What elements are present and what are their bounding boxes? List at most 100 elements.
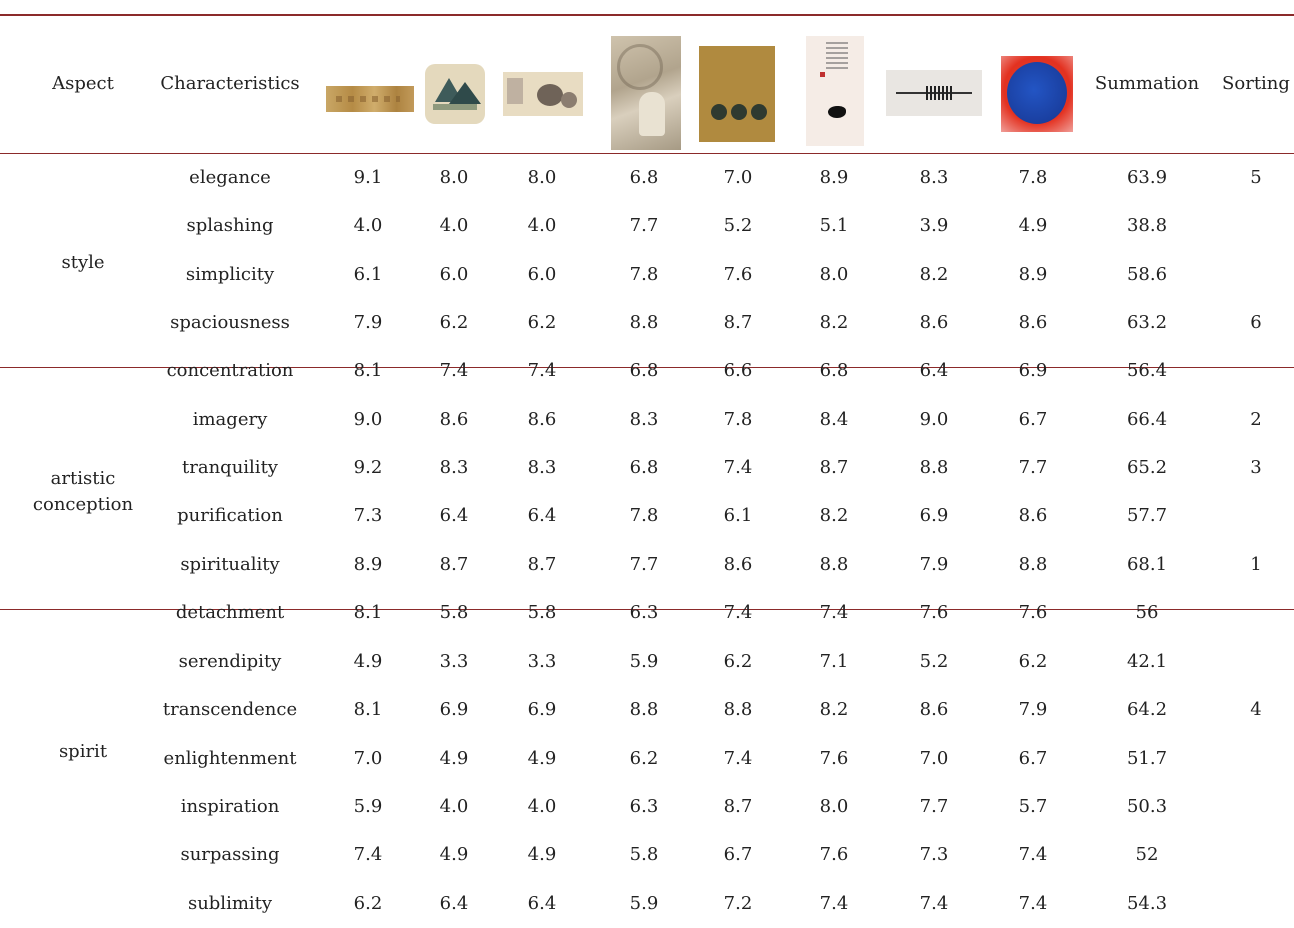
- characteristic-label: inspiration: [180, 796, 280, 818]
- score-cell: 7.7: [919, 796, 949, 818]
- score-cell: 7.4: [353, 844, 383, 866]
- sorting-cell: [1218, 589, 1294, 637]
- score-cell: 8.9: [1018, 263, 1048, 285]
- score-cell: 5.8: [629, 844, 659, 866]
- header-characteristics: Characteristics: [160, 72, 300, 94]
- score-cell: 6.2: [439, 312, 469, 334]
- score-cell: 8.7: [527, 553, 557, 575]
- score-cell: 8.6: [1018, 312, 1048, 334]
- score-cell: 3.9: [919, 215, 949, 237]
- score-cell: 7.1: [819, 651, 849, 673]
- score-cell: 8.8: [629, 699, 659, 721]
- score-cell: 8.2: [819, 699, 849, 721]
- score-cell: 7.9: [1018, 699, 1048, 721]
- score-cell: 7.6: [919, 601, 949, 623]
- score-cell: 6.2: [1018, 651, 1048, 673]
- header-rule: [0, 153, 1294, 154]
- characteristic-label: elegance: [189, 167, 271, 189]
- score-cell: 7.7: [1018, 456, 1048, 478]
- score-cell: 4.0: [527, 796, 557, 818]
- landscape-scroll-thumbnail: [326, 86, 414, 112]
- group-artistic-conception: artistic conception: [32, 468, 134, 515]
- summation-cell: 63.2: [1126, 312, 1168, 334]
- score-cell: 8.8: [723, 699, 753, 721]
- score-cell: 3.3: [439, 651, 469, 673]
- score-cell: 5.7: [1018, 796, 1048, 818]
- characteristic-label: transcendence: [162, 699, 298, 721]
- score-cell: 7.8: [629, 263, 659, 285]
- score-cell: 8.0: [819, 263, 849, 285]
- score-cell: 8.3: [527, 456, 557, 478]
- score-cell: 6.7: [1018, 747, 1048, 769]
- score-cell: 4.9: [527, 844, 557, 866]
- summation-cell: 54.3: [1126, 892, 1168, 914]
- summation-cell: 38.8: [1126, 215, 1168, 237]
- score-cell: 6.2: [527, 312, 557, 334]
- score-cell: 8.9: [819, 167, 849, 189]
- score-cell: 8.6: [919, 699, 949, 721]
- score-cell: 8.7: [723, 796, 753, 818]
- characteristic-label: purification: [177, 505, 283, 527]
- score-cell: 8.8: [819, 553, 849, 575]
- score-cell: 8.8: [919, 456, 949, 478]
- score-cell: 6.9: [919, 505, 949, 527]
- characteristic-label: serendipity: [178, 651, 282, 673]
- score-cell: 4.0: [439, 796, 469, 818]
- score-cell: 8.3: [629, 408, 659, 430]
- score-cell: 4.9: [353, 651, 383, 673]
- score-cell: 6.1: [723, 505, 753, 527]
- score-cell: 6.2: [353, 892, 383, 914]
- score-cell: 8.1: [353, 360, 383, 382]
- score-cell: 6.3: [629, 796, 659, 818]
- score-cell: 7.8: [1018, 167, 1048, 189]
- score-cell: 8.9: [353, 553, 383, 575]
- sorting-cell: 2: [1250, 408, 1262, 430]
- summation-cell: 52: [1135, 844, 1159, 866]
- characteristic-label: concentration: [166, 360, 294, 382]
- header-aspect: Aspect: [52, 72, 114, 94]
- score-cell: 4.0: [353, 215, 383, 237]
- header-sorting: Sorting: [1222, 72, 1290, 94]
- score-cell: 6.2: [629, 747, 659, 769]
- summation-cell: 56.4: [1126, 360, 1168, 382]
- score-cell: 8.1: [353, 699, 383, 721]
- score-cell: 8.3: [439, 456, 469, 478]
- sorting-cell: 3: [1250, 456, 1262, 478]
- characteristic-label: sublimity: [187, 892, 273, 914]
- score-cell: 5.1: [819, 215, 849, 237]
- sorting-cell: 4: [1250, 699, 1262, 721]
- score-cell: 5.9: [353, 796, 383, 818]
- score-cell: 6.8: [629, 360, 659, 382]
- score-cell: 7.6: [723, 263, 753, 285]
- score-cell: 6.2: [723, 651, 753, 673]
- summation-cell: 56: [1135, 601, 1159, 623]
- ink-line-thumbnail: [886, 70, 982, 116]
- summation-cell: 50.3: [1126, 796, 1168, 818]
- score-cell: 4.0: [439, 215, 469, 237]
- score-cell: 5.9: [629, 892, 659, 914]
- score-cell: 7.9: [919, 553, 949, 575]
- score-cell: 8.6: [723, 553, 753, 575]
- sorting-cell: 1: [1250, 553, 1262, 575]
- score-cell: 6.3: [629, 601, 659, 623]
- score-cell: 7.6: [1018, 601, 1048, 623]
- score-cell: 7.7: [629, 553, 659, 575]
- score-cell: 7.6: [819, 844, 849, 866]
- bird-calligraphy-thumbnail: [806, 36, 864, 146]
- score-cell: 6.4: [527, 892, 557, 914]
- score-cell: 7.4: [723, 601, 753, 623]
- summation-cell: 58.6: [1126, 263, 1168, 285]
- score-cell: 4.9: [1018, 215, 1048, 237]
- score-cell: 6.0: [527, 263, 557, 285]
- score-cell: 6.1: [353, 263, 383, 285]
- score-cell: 7.8: [723, 408, 753, 430]
- score-cell: 7.4: [1018, 892, 1048, 914]
- score-cell: 8.7: [439, 553, 469, 575]
- score-cell: 8.2: [919, 263, 949, 285]
- score-cell: 6.7: [723, 844, 753, 866]
- score-cell: 7.4: [819, 892, 849, 914]
- score-cell: 7.4: [527, 360, 557, 382]
- score-cell: 8.0: [527, 167, 557, 189]
- score-cell: 6.4: [527, 505, 557, 527]
- blue-disc-thumbnail: [1001, 56, 1073, 132]
